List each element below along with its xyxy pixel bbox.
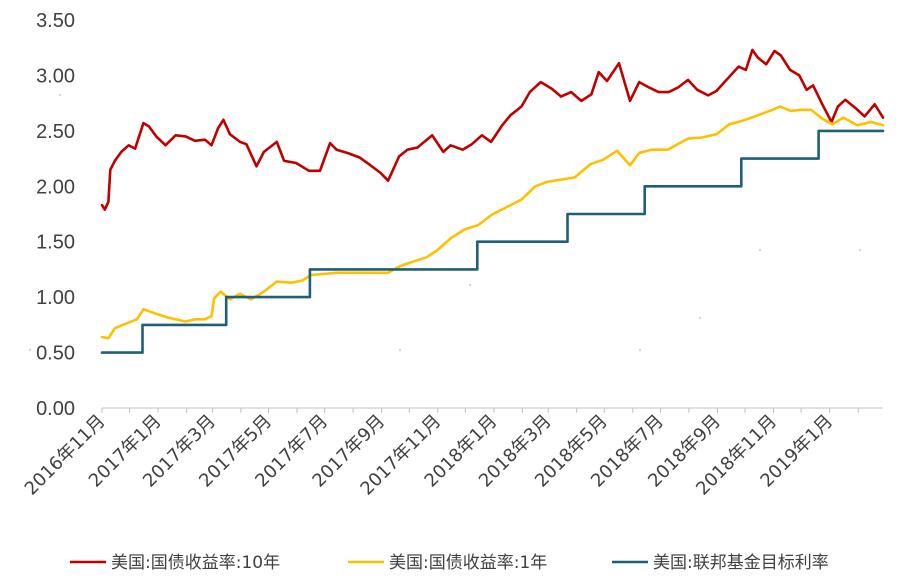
y-tick-label: 0.50 (36, 343, 75, 365)
decor-dot-7 (203, 478, 207, 482)
legend: 美国:国债收益率:10年 美国:国债收益率:1年 美国:联邦基金目标利率 (70, 553, 829, 573)
decor-dot-4 (698, 316, 702, 320)
decor-dot-2 (398, 348, 402, 352)
decor-dot-1 (28, 348, 32, 352)
decor-dot-0 (58, 93, 62, 97)
legend-label: 美国:联邦基金目标利率 (653, 553, 829, 573)
x-axis: 2016年11月2017年1月2017年3月2017年5月2017年7月2017… (21, 407, 883, 500)
y-tick-label: 3.00 (36, 65, 75, 87)
decor-dot-8 (468, 283, 472, 287)
series-line-1 (100, 105, 885, 340)
legend-item-2: 美国:联邦基金目标利率 (612, 553, 829, 573)
y-tick-label: 1.00 (36, 287, 75, 309)
y-axis: 0.00 0.50 1.00 1.50 2.00 2.50 3.00 3.50 (36, 10, 75, 420)
y-tick-label: 0.00 (36, 398, 75, 420)
background-dots (28, 93, 862, 482)
decor-dot-3 (638, 348, 642, 352)
y-tick-label: 1.50 (36, 232, 75, 254)
decor-dot-6 (858, 248, 862, 252)
legend-item-0: 美国:国债收益率:10年 (70, 553, 280, 573)
legend-label: 美国:国债收益率:10年 (111, 553, 280, 573)
series-line-0 (100, 48, 885, 211)
legend-label: 美国:国债收益率:1年 (389, 553, 547, 573)
decor-dot-5 (758, 248, 762, 252)
y-tick-label: 2.50 (36, 121, 75, 143)
legend-item-1: 美国:国债收益率:1年 (348, 553, 547, 573)
series-layer (100, 48, 885, 354)
y-tick-label: 3.50 (36, 10, 75, 32)
series-line-2 (100, 129, 885, 354)
y-tick-label: 2.00 (36, 176, 75, 198)
